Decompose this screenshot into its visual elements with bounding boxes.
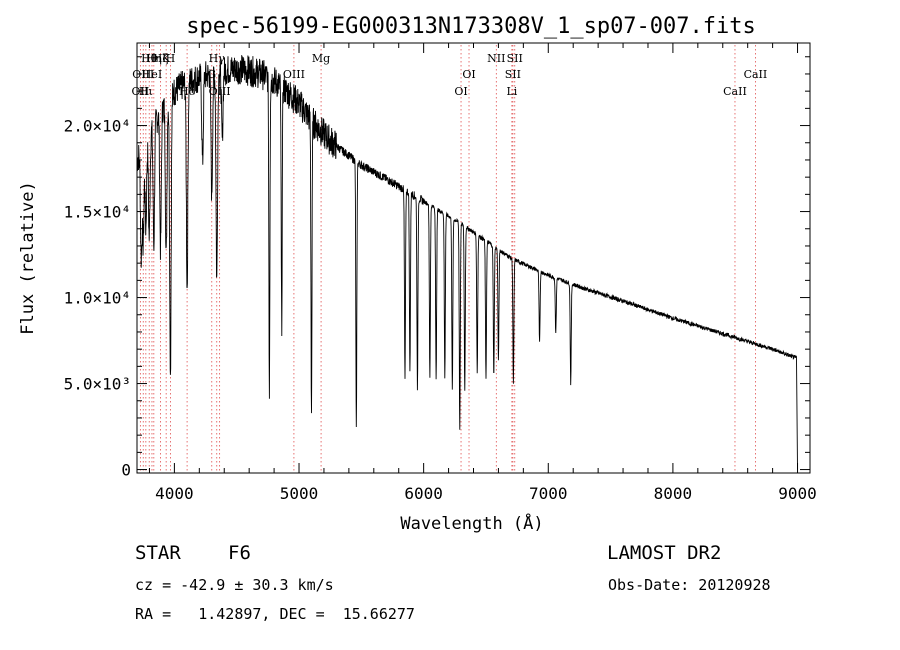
reference-line-labels: OIIOIIIHιHθHeIHηHζKHHδGHγOIIIOIIIMgOIOIN…	[132, 52, 768, 98]
reference-line-label: Hγ	[209, 52, 226, 65]
reference-line-label: Hζ	[153, 52, 169, 65]
reference-line-label: G	[207, 68, 216, 81]
reference-line-label: SII	[505, 68, 521, 81]
redshift-readout: cz = -42.9 ± 30.3 km/s	[135, 576, 334, 594]
y-tick-label: 5.0×10³	[64, 375, 131, 394]
y-tick-label: 0	[121, 461, 131, 480]
reference-line-label: CaII	[723, 85, 747, 98]
reference-line-label: CaII	[744, 68, 768, 81]
reference-line-label: Hι	[139, 85, 153, 98]
reference-line-label: NII	[487, 52, 505, 65]
reference-line-label: HeI	[142, 68, 162, 81]
chart-title: spec-56199-EG000313N173308V_1_sp07-007.f…	[186, 14, 756, 39]
plot-frame	[136, 42, 811, 474]
reference-line-label: Hθ	[141, 52, 158, 65]
reference-line-label: OIII	[132, 68, 154, 81]
reference-lines	[139, 45, 756, 473]
axis-ticks: 4000 5000 6000 7000 8000 9000 0 5.0×10³ 1.0×10⁴ 1…	[64, 43, 817, 503]
reference-line-label: OI	[462, 68, 475, 81]
x-axis-label: Wavelength (Å)	[400, 512, 543, 534]
survey-name: LAMOST DR2	[607, 542, 722, 564]
reference-line-label: H	[166, 52, 176, 65]
reference-line-label: SII	[507, 52, 523, 65]
x-tick-label: 9000	[778, 484, 817, 503]
y-tick-label: 1.5×10⁴	[64, 203, 131, 222]
reference-line-label: Hη	[146, 52, 162, 65]
y-tick-label: 2.0×10⁴	[64, 117, 131, 136]
star-subclass: F6	[228, 542, 251, 564]
reference-line-label: OIII	[209, 85, 231, 98]
spectrum-series-line	[136, 55, 798, 470]
x-tick-label: 5000	[280, 484, 319, 503]
x-tick-label: 6000	[404, 484, 443, 503]
y-axis-label: Flux (relative)	[18, 181, 38, 335]
x-tick-label: 4000	[155, 484, 194, 503]
reference-line-label: K	[162, 52, 171, 65]
x-tick-label: 7000	[529, 484, 568, 503]
reference-line-label: Li	[506, 85, 517, 98]
observation-date: Obs-Date: 20120928	[608, 576, 771, 594]
star-class: STAR	[135, 542, 181, 564]
reference-line-label: OI	[454, 85, 467, 98]
reference-line-label: Mg	[312, 52, 330, 65]
coordinates-readout: RA = 1.42897, DEC = 15.66277	[135, 605, 415, 623]
reference-line-label: OIII	[283, 68, 305, 81]
y-tick-label: 1.0×10⁴	[64, 289, 131, 308]
x-tick-label: 8000	[654, 484, 693, 503]
